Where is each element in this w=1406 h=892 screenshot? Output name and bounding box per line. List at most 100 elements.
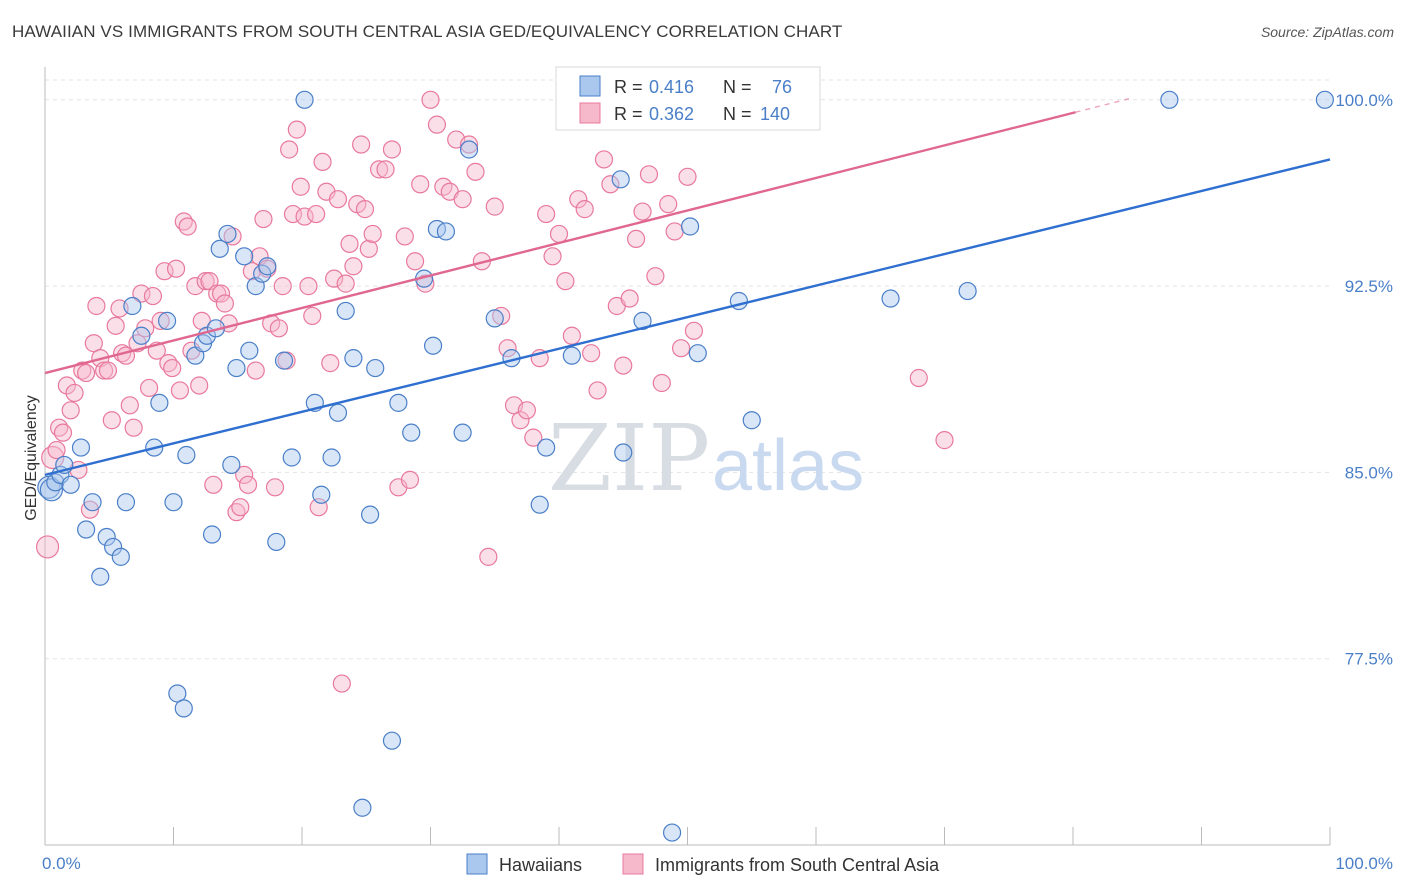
immigrants-point bbox=[340, 234, 359, 253]
hawaiians-point bbox=[132, 326, 151, 345]
hawaiians-point bbox=[436, 222, 456, 241]
immigrants-point bbox=[344, 257, 363, 276]
hawaiians-point bbox=[423, 336, 443, 355]
hawaiians-point bbox=[459, 140, 479, 159]
hawaiians-point bbox=[312, 485, 331, 504]
hawaiians-point bbox=[91, 567, 110, 586]
immigrants-point bbox=[273, 277, 292, 296]
hawaiians-point bbox=[1315, 90, 1334, 109]
immigrants-point bbox=[325, 269, 344, 288]
hawaiians-point bbox=[274, 351, 294, 370]
immigrants-point bbox=[215, 294, 234, 313]
immigrants-point bbox=[453, 190, 472, 209]
immigrants-point bbox=[352, 135, 371, 154]
watermark: ZIP atlas bbox=[548, 405, 864, 512]
immigrants-point bbox=[65, 383, 84, 403]
hawaiians-point bbox=[164, 493, 183, 512]
immigrants-point bbox=[235, 465, 254, 484]
hawaiians-point bbox=[123, 296, 142, 316]
hawaiians-point bbox=[227, 358, 246, 378]
hawaiians-point bbox=[150, 393, 169, 412]
immigrants-point bbox=[382, 140, 402, 159]
immigrants-point bbox=[163, 358, 182, 378]
legend-n-value-pink: 140 bbox=[760, 104, 790, 124]
hawaiians-point bbox=[402, 423, 421, 442]
immigrants-point bbox=[155, 262, 174, 281]
bottom-legend-swatch-hawaiians bbox=[466, 853, 488, 875]
immigrants-point bbox=[363, 224, 382, 244]
immigrants-point bbox=[909, 368, 928, 388]
hawaiians-point bbox=[485, 309, 504, 328]
immigrants-point bbox=[659, 195, 678, 214]
bottom-legend: Hawaiians Immigrants from South Central … bbox=[466, 853, 940, 875]
y-tick-label-2: 92.5% bbox=[1345, 277, 1393, 296]
hawaiians-point bbox=[562, 346, 581, 365]
immigrants-point bbox=[57, 376, 76, 395]
immigrants-point bbox=[98, 361, 118, 380]
immigrants-point bbox=[299, 277, 318, 296]
immigrants-point bbox=[549, 224, 569, 244]
immigrants-point bbox=[665, 222, 684, 241]
immigrants-point bbox=[562, 326, 581, 345]
hawaiians-point bbox=[61, 475, 80, 494]
hawaiians-point bbox=[389, 393, 408, 412]
hawaiians-point bbox=[382, 731, 402, 750]
trend-line-hawaiians bbox=[44, 158, 1331, 477]
immigrants-point bbox=[106, 316, 125, 335]
legend-r-label-pink: R = bbox=[614, 104, 643, 124]
immigrants-point bbox=[313, 152, 332, 172]
immigrants-point bbox=[395, 227, 414, 246]
legend-r-value-pink: 0.362 bbox=[649, 104, 694, 124]
immigrants-point bbox=[208, 284, 227, 303]
immigrants-point bbox=[170, 381, 190, 400]
immigrants-point bbox=[543, 247, 562, 266]
hawaiians-point bbox=[174, 699, 193, 718]
hawaiians-point bbox=[222, 455, 241, 475]
legend-r-value-blue: 0.416 bbox=[649, 77, 694, 97]
legend-swatch-blue bbox=[579, 75, 601, 97]
immigrants-point bbox=[633, 202, 652, 221]
y-axis-label: GED/Equivalency bbox=[23, 395, 40, 520]
immigrants-point bbox=[178, 217, 197, 236]
immigrants-point bbox=[143, 286, 163, 306]
hawaiians-point bbox=[328, 403, 348, 422]
hawaiians-point bbox=[662, 823, 682, 842]
immigrants-point bbox=[427, 115, 447, 134]
axes bbox=[44, 67, 1331, 846]
immigrants-point bbox=[614, 356, 633, 375]
hawaiians-point bbox=[353, 798, 372, 817]
immigrants-point bbox=[120, 396, 139, 415]
immigrants-point bbox=[620, 289, 639, 308]
hawaiians-point bbox=[77, 520, 96, 539]
trend-line-immigrants-extension bbox=[1075, 97, 1131, 113]
hawaiians-point bbox=[282, 448, 301, 467]
immigrants-point bbox=[537, 204, 556, 224]
hawaiians-point bbox=[267, 532, 286, 552]
immigrants-point bbox=[254, 209, 273, 229]
immigrants-point bbox=[231, 498, 250, 517]
hawaiians-point bbox=[235, 247, 254, 266]
immigrants-point bbox=[684, 321, 704, 340]
immigrants-point bbox=[190, 376, 209, 395]
immigrants-point bbox=[265, 478, 285, 497]
hawaiians-point bbox=[104, 537, 123, 557]
hawaiians-point bbox=[111, 547, 130, 566]
immigrants-point bbox=[269, 319, 288, 338]
legend-n-label-pink: N = bbox=[723, 104, 752, 124]
immigrants-point bbox=[61, 401, 80, 420]
immigrants-point bbox=[196, 272, 215, 291]
immigrants-point bbox=[524, 428, 543, 447]
immigrants-point bbox=[639, 165, 659, 184]
x-tick-label-0: 0.0% bbox=[42, 854, 81, 873]
immigrants-point bbox=[459, 135, 479, 154]
immigrants-point bbox=[588, 381, 607, 400]
immigrants-point bbox=[211, 284, 231, 303]
hawaiians-point bbox=[688, 344, 707, 363]
immigrants-point bbox=[77, 363, 96, 383]
immigrants-point bbox=[336, 274, 355, 293]
immigrants-point bbox=[186, 277, 205, 296]
immigrants-point bbox=[479, 547, 498, 566]
hawaiians-point bbox=[530, 495, 549, 514]
legend-n-label-blue: N = bbox=[723, 77, 752, 97]
series-hawaiians-points bbox=[37, 90, 1334, 842]
